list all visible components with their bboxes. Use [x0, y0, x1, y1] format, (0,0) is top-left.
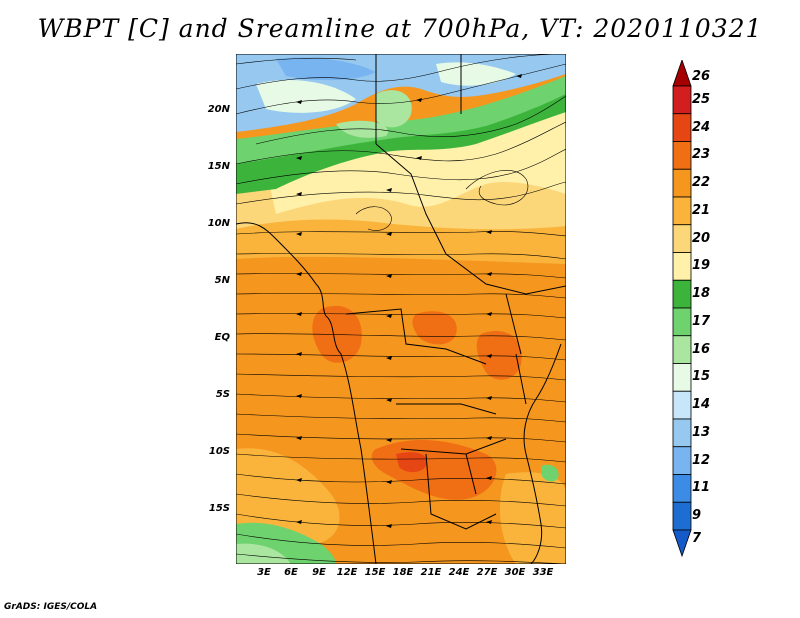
- colorbar-swatch: [672, 446, 692, 475]
- field-21-southwest: [236, 448, 340, 544]
- lon-label: 24E: [448, 567, 470, 578]
- lon-label: 27E: [476, 567, 498, 578]
- lon-label: 15E: [364, 567, 386, 578]
- colorbar-swatch: [672, 224, 692, 253]
- lat-label: 5N: [214, 275, 230, 286]
- field-24-south: [396, 452, 427, 473]
- lon-label: 6E: [284, 567, 298, 578]
- lat-label: 15N: [207, 161, 230, 172]
- colorbar-label: 14: [692, 397, 711, 413]
- colorbar-swatch: [672, 85, 692, 115]
- colorbar-label: 9: [692, 508, 702, 524]
- lat-label: 10N: [207, 218, 230, 229]
- field-18-band: [236, 82, 566, 194]
- colorbar-label: 12: [692, 452, 711, 468]
- colorbar-label: 19: [692, 258, 711, 274]
- colorbar-label: 15: [692, 369, 711, 385]
- lon-label: 12E: [336, 567, 358, 578]
- colorbar-label: 23: [692, 147, 711, 163]
- lon-label: 18E: [392, 567, 414, 578]
- colorbar-label: 25: [692, 91, 711, 107]
- colorbar-swatch: [672, 113, 692, 142]
- colorbar-label: 26: [692, 68, 711, 84]
- colorbar-label: 21: [692, 202, 711, 218]
- lon-label: 21E: [420, 567, 442, 578]
- lat-label: 10S: [208, 446, 230, 457]
- lon-label: 30E: [504, 567, 526, 578]
- colorbar-swatch: [672, 474, 692, 503]
- lat-label: EQ: [214, 332, 230, 343]
- colorbar-label: 22: [692, 175, 711, 191]
- map-title: WBPT [C] and Sreamline at 700hPa, VT: 20…: [37, 14, 763, 43]
- colorbar-swatch: [672, 529, 692, 558]
- colorbar-label: 7: [692, 531, 702, 547]
- colorbar-swatch: [672, 60, 692, 87]
- colorbar-swatch: [672, 418, 692, 448]
- lat-label: 5S: [215, 389, 230, 400]
- colorbar-label: 13: [692, 424, 711, 440]
- lon-label: 3E: [257, 567, 271, 578]
- colorbar-swatch: [672, 196, 692, 226]
- colorbar-label: 18: [692, 286, 711, 302]
- grads-credit: GrADS: IGES/COLA: [4, 602, 98, 612]
- colorbar-swatch: [672, 335, 692, 364]
- colorbar-label: 16: [692, 341, 711, 357]
- colorbar-swatch: [672, 141, 692, 170]
- colorbar-label: 20: [692, 230, 711, 246]
- field-22-north: [236, 256, 566, 296]
- coastlines: [236, 54, 566, 564]
- field-17-band: [236, 76, 566, 164]
- colorbar-swatch: [672, 363, 692, 392]
- lon-label: 9E: [312, 567, 326, 578]
- field-13-north: [276, 57, 376, 81]
- colorbar-label: 24: [692, 119, 711, 135]
- wbpt-streamline-map: [236, 54, 566, 564]
- colorbar-swatch: [672, 390, 692, 420]
- field-16-southwest: [236, 543, 291, 564]
- field-23-equator-east: [476, 330, 522, 380]
- colorbar-swatch: [672, 279, 692, 309]
- field-21-southeast: [499, 472, 566, 564]
- colorbar-label: 11: [692, 480, 711, 496]
- colorbar: [672, 60, 692, 558]
- field-17-east: [541, 464, 559, 482]
- lon-label: 33E: [532, 567, 554, 578]
- colorbar-label: 17: [692, 313, 711, 329]
- colorbar-swatch: [672, 501, 692, 531]
- colorbar-swatch: [672, 168, 692, 198]
- colorbar-swatch: [672, 307, 692, 337]
- streamlines: [236, 54, 566, 564]
- lat-label: 15S: [208, 503, 230, 514]
- field-16-band: [336, 90, 412, 138]
- colorbar-swatch: [672, 252, 692, 281]
- lat-label: 20N: [207, 104, 230, 115]
- streamline-arrows: [296, 74, 522, 528]
